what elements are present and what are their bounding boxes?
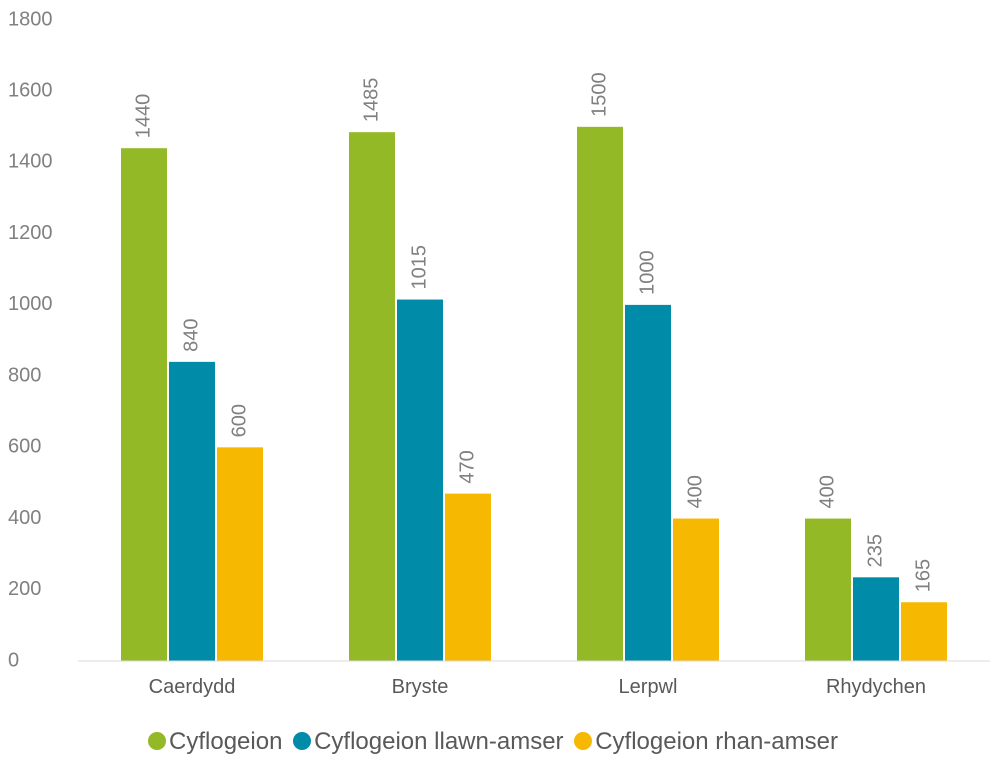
data-labels: 1440 840 600 1485 1015 470 1500 1000 400 400 235 16… — [132, 72, 934, 592]
data-label: 235 — [864, 534, 886, 567]
data-label: 840 — [180, 318, 202, 351]
legend-label-rhan-amser: Cyflogeion rhan-amser — [595, 728, 838, 755]
bar — [805, 518, 851, 661]
y-tick-label: 1000 — [8, 293, 53, 315]
bar — [121, 148, 167, 661]
y-tick-label: 1800 — [8, 8, 53, 30]
data-label: 400 — [684, 475, 706, 508]
legend-label-cyflogeion: Cyflogeion — [169, 728, 283, 755]
bar — [577, 126, 623, 662]
bar — [217, 447, 263, 661]
legend-swatch-rhan-amser — [574, 732, 593, 750]
y-tick-label: 1400 — [8, 151, 53, 173]
bar — [397, 299, 443, 661]
data-label: 470 — [456, 450, 478, 483]
data-label: 165 — [912, 559, 934, 592]
legend-label-llawn-amser: Cyflogeion llawn-amser — [314, 728, 564, 755]
data-label: 1440 — [132, 94, 154, 139]
data-label: 400 — [816, 475, 838, 508]
y-tick-label: 1200 — [8, 222, 53, 244]
bar — [853, 577, 899, 661]
y-tick-label: 1600 — [8, 80, 53, 102]
legend-item-cyflogeion: Cyflogeion — [148, 728, 282, 756]
y-tick-label: 800 — [8, 364, 41, 386]
legend-item-llawn-amser: Cyflogeion llawn-amser — [293, 728, 564, 756]
data-label: 1000 — [636, 250, 658, 295]
y-tick-label: 600 — [8, 436, 41, 458]
bar — [673, 518, 719, 661]
legend: Cyflogeion Cyflogeion llawn-amser Cyflog… — [0, 728, 990, 756]
data-label: 1015 — [408, 245, 430, 290]
x-tick-label: Bryste — [392, 676, 449, 698]
x-tick-label: Rhydychen — [826, 676, 926, 698]
x-axis: Caerdydd Bryste Lerpwl Rhydychen — [149, 676, 926, 698]
legend-swatch-cyflogeion — [148, 732, 167, 750]
y-tick-label: 0 — [8, 649, 19, 671]
y-axis: 0 200 400 600 800 1000 1200 1400 1600 1800 — [8, 8, 53, 671]
bar — [349, 132, 395, 662]
data-label: 600 — [228, 404, 250, 437]
bar — [901, 602, 947, 661]
legend-swatch-llawn-amser — [293, 732, 312, 750]
bars — [121, 126, 947, 662]
bar — [169, 361, 215, 661]
bar — [625, 304, 671, 661]
legend-item-rhan-amser: Cyflogeion rhan-amser — [574, 728, 838, 756]
y-tick-label: 200 — [8, 578, 41, 600]
bar — [445, 493, 491, 661]
y-tick-label: 400 — [8, 507, 41, 529]
x-tick-label: Caerdydd — [149, 676, 236, 698]
x-tick-label: Lerpwl — [619, 676, 678, 698]
data-label: 1500 — [588, 72, 610, 117]
data-label: 1485 — [360, 78, 382, 123]
